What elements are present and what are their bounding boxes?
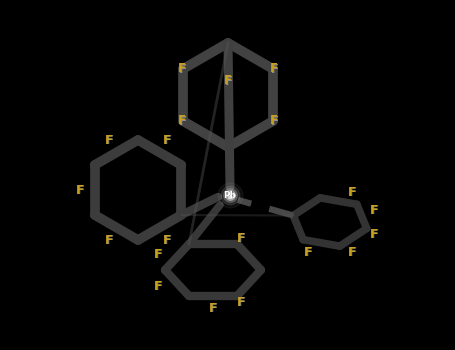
Text: F: F [349,246,357,259]
Text: F: F [271,115,279,128]
Text: F: F [210,302,218,315]
Text: Pb: Pb [223,190,237,199]
Text: F: F [209,301,217,315]
Text: F: F [105,133,113,147]
Text: F: F [305,246,313,259]
Text: F: F [271,63,279,76]
Text: F: F [370,203,378,217]
Text: Pb: Pb [224,191,238,201]
Text: F: F [349,186,357,199]
Text: F: F [154,280,162,293]
Text: F: F [155,280,163,293]
Text: F: F [106,234,114,247]
Text: F: F [164,134,172,147]
Text: F: F [179,115,187,128]
Point [226,192,233,198]
Text: F: F [237,231,245,245]
Text: F: F [163,233,171,246]
Text: F: F [77,184,85,197]
Text: F: F [348,245,356,259]
Point [226,192,233,198]
Text: F: F [238,232,246,245]
Text: F: F [164,234,172,247]
Text: F: F [178,114,186,127]
Text: F: F [270,114,278,127]
Text: F: F [304,245,312,259]
Text: F: F [155,248,163,261]
Point [226,192,233,198]
Text: F: F [105,233,113,246]
Text: F: F [370,228,378,240]
Text: F: F [371,228,379,241]
Text: F: F [178,63,186,76]
Text: F: F [163,133,171,147]
Text: F: F [179,63,187,76]
Text: F: F [106,134,114,147]
Point [226,192,233,198]
Text: F: F [270,63,278,76]
Text: F: F [238,296,246,309]
Text: F: F [154,247,162,260]
Text: F: F [237,295,245,308]
Text: F: F [225,75,233,88]
Text: F: F [371,204,379,217]
Text: F: F [348,186,356,198]
Text: F: F [76,183,84,196]
Point [226,192,233,198]
Text: F: F [224,75,232,88]
